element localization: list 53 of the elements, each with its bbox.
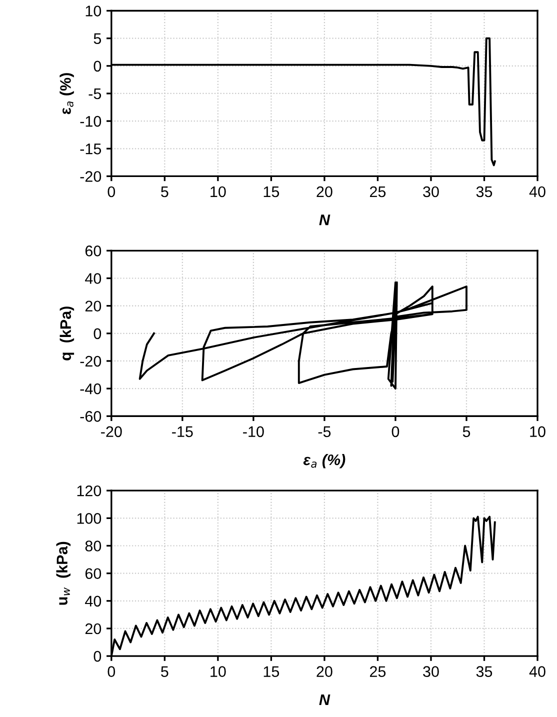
y-tick-label: 10: [86, 6, 102, 16]
y-tick-label: -40: [80, 383, 102, 394]
y-tick-label: -15: [80, 144, 102, 154]
y-tick-label: 5: [94, 33, 102, 44]
x-tick-label: 0: [108, 186, 116, 198]
y-tick-label: 0: [94, 650, 102, 662]
y-axis-title: q (kPa): [60, 306, 74, 360]
x-tick-label: 10: [210, 666, 226, 677]
x-axis-title: ε$_{a}$ (%): [303, 454, 346, 468]
y-tick-label: -20: [80, 356, 102, 367]
x-tick-label: 20: [316, 186, 332, 198]
line-series: [138, 281, 468, 390]
x-tick-label: 40: [529, 186, 546, 198]
y-tick-label: 60: [85, 568, 102, 580]
x-tick-label: -20: [101, 426, 122, 438]
x-tick-label: 10: [530, 426, 546, 438]
y-tick-label: 120: [77, 485, 102, 496]
x-tick-label: 35: [476, 186, 492, 198]
x-tick-label: 15: [264, 666, 280, 677]
y-tick-label: 40: [85, 273, 102, 284]
x-tick-label: 15: [264, 186, 280, 198]
x-tick-label: 0: [392, 426, 400, 438]
y-tick-label: 0: [94, 328, 102, 340]
y-tick-label: 100: [77, 513, 102, 524]
y-tick-label: -60: [80, 411, 102, 422]
x-tick-label: 30: [423, 186, 439, 198]
y-tick-label: -10: [80, 116, 102, 127]
y-tick-label: 20: [85, 623, 102, 634]
x-tick-label: 40: [529, 666, 546, 677]
y-tick-label: 0: [94, 60, 102, 72]
x-tick-label: 0: [108, 666, 116, 677]
x-tick-label: 10: [210, 186, 226, 198]
x-tick-label: 30: [423, 666, 439, 677]
x-tick-label: 5: [161, 666, 168, 677]
x-tick-label: 20: [316, 666, 332, 677]
x-axis-title: N: [319, 694, 330, 705]
y-tick-label: 80: [85, 540, 102, 552]
x-tick-label: 25: [370, 186, 386, 198]
x-tick-label: -10: [243, 426, 264, 438]
x-axis-title: N: [319, 214, 330, 226]
x-tick-label: 5: [161, 186, 168, 198]
x-tick-label: 25: [370, 666, 386, 677]
y-tick-label: 40: [85, 596, 102, 607]
x-tick-label: -15: [172, 426, 193, 438]
x-tick-label: 35: [476, 666, 492, 677]
y-tick-label: 60: [85, 246, 102, 256]
x-tick-label: -5: [318, 426, 331, 438]
x-tick-label: 5: [462, 426, 470, 438]
y-axis-title: u$_{w}$ (kPa): [56, 542, 71, 605]
y-tick-label: -20: [80, 171, 102, 182]
y-tick-label: 20: [85, 300, 102, 312]
y-axis-title: ε$_{a}$ (%): [60, 73, 74, 114]
y-tick-label: -5: [88, 88, 102, 100]
